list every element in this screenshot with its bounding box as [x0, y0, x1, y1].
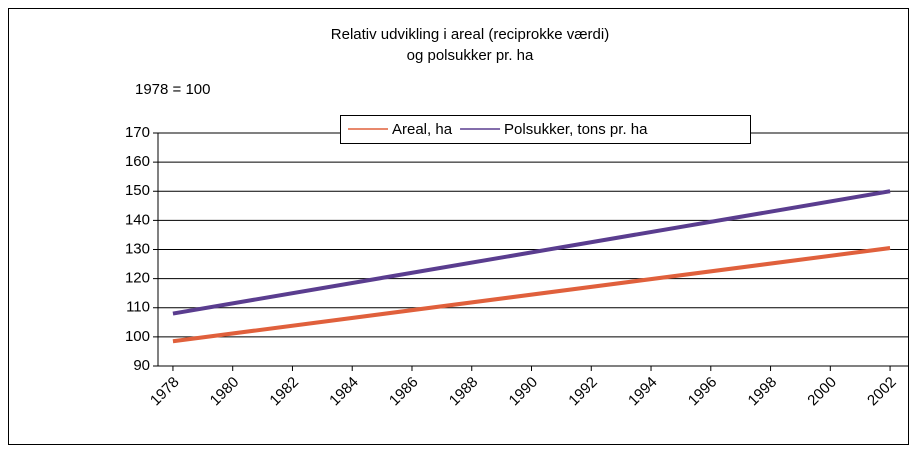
- y-tick-label: 90: [133, 357, 150, 374]
- annotation: 1978 = 100: [135, 81, 211, 98]
- chart-title: Relativ udvikling i areal (reciprokke væ…: [331, 26, 609, 43]
- legend-box: [340, 115, 751, 144]
- y-tick-label: 110: [126, 299, 150, 316]
- series-line: [172, 189, 891, 316]
- y-tick-label: 170: [125, 124, 150, 141]
- y-tick-label: 100: [125, 328, 150, 345]
- y-tick-label: 140: [125, 211, 150, 228]
- legend-label: Areal, ha: [392, 121, 453, 138]
- y-tick-label: 150: [125, 182, 150, 199]
- chart-subtitle: og polsukker pr. ha: [407, 47, 534, 64]
- y-tick-label: 120: [125, 270, 150, 287]
- y-tick-label: 160: [125, 153, 150, 170]
- legend-label: Polsukker, tons pr. ha: [504, 121, 648, 138]
- series-line: [172, 246, 891, 344]
- y-tick-label: 130: [125, 240, 150, 257]
